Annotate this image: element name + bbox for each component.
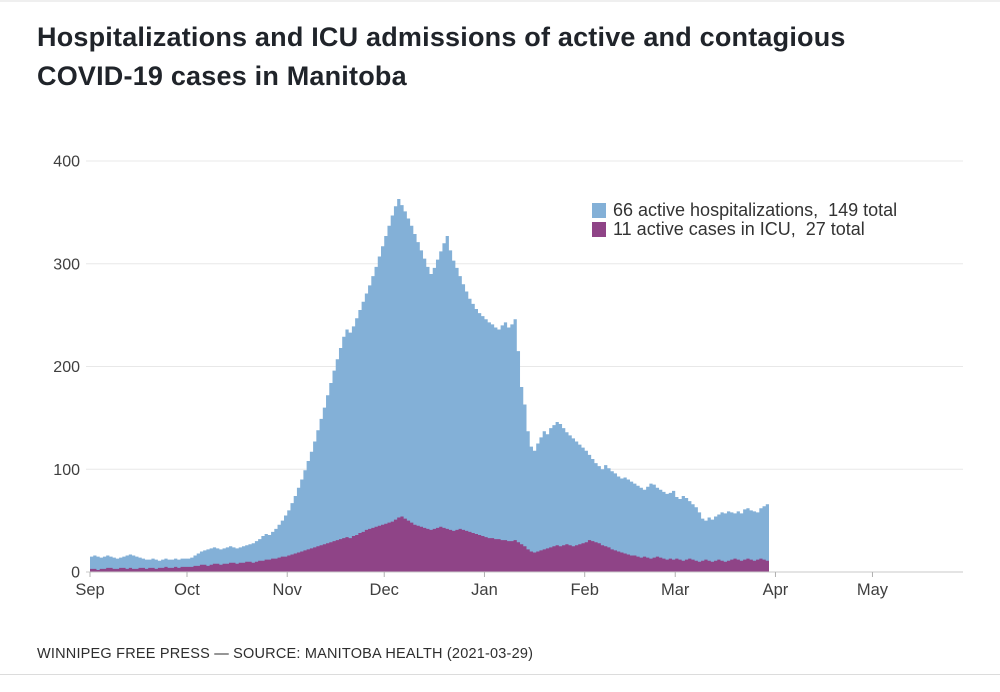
icu-area <box>90 516 769 572</box>
legend-item-icu: 11 active cases in ICU, 27 total <box>592 219 897 239</box>
x-tick-label: Sep <box>75 581 104 599</box>
legend-label-hospitalizations: 66 active hospitalizations, 149 total <box>613 200 898 220</box>
bottom-divider <box>0 674 1000 675</box>
x-tick-label: Jan <box>471 581 498 599</box>
icu-swatch-icon <box>592 222 606 237</box>
y-tick-label: 100 <box>53 462 80 479</box>
chart-canvas: 0 100 200 300 400 Sep Oct Nov Dec Jan Feb Mar Apr May <box>53 154 963 599</box>
x-axis: Sep Oct Nov Dec Jan Feb Mar Apr May <box>75 571 963 599</box>
y-tick-label: 300 <box>53 256 80 273</box>
x-tick-label: Nov <box>273 581 303 599</box>
x-tick-label: May <box>857 581 889 599</box>
chart-legend: 66 active hospitalizations, 149 total 11… <box>592 200 898 239</box>
legend-item-hospitalizations: 66 active hospitalizations, 149 total <box>592 200 898 220</box>
hospitalizations-swatch-icon <box>592 203 606 218</box>
x-tick-label: Feb <box>570 581 598 599</box>
x-tick-label: Apr <box>763 581 789 599</box>
y-tick-label: 200 <box>53 359 80 376</box>
x-tick-label: Dec <box>370 581 399 599</box>
y-tick-label: 400 <box>53 154 80 171</box>
x-tick-label: Mar <box>661 581 690 599</box>
x-tick-label: Oct <box>174 581 200 599</box>
hospitalizations-area <box>90 199 769 572</box>
source-attribution: WINNIPEG FREE PRESS — SOURCE: MANITOBA H… <box>37 646 534 662</box>
legend-label-icu: 11 active cases in ICU, 27 total <box>613 219 865 239</box>
chart-title: Hospitalizations and ICU admissions of a… <box>37 22 846 92</box>
y-tick-label: 0 <box>71 565 80 582</box>
